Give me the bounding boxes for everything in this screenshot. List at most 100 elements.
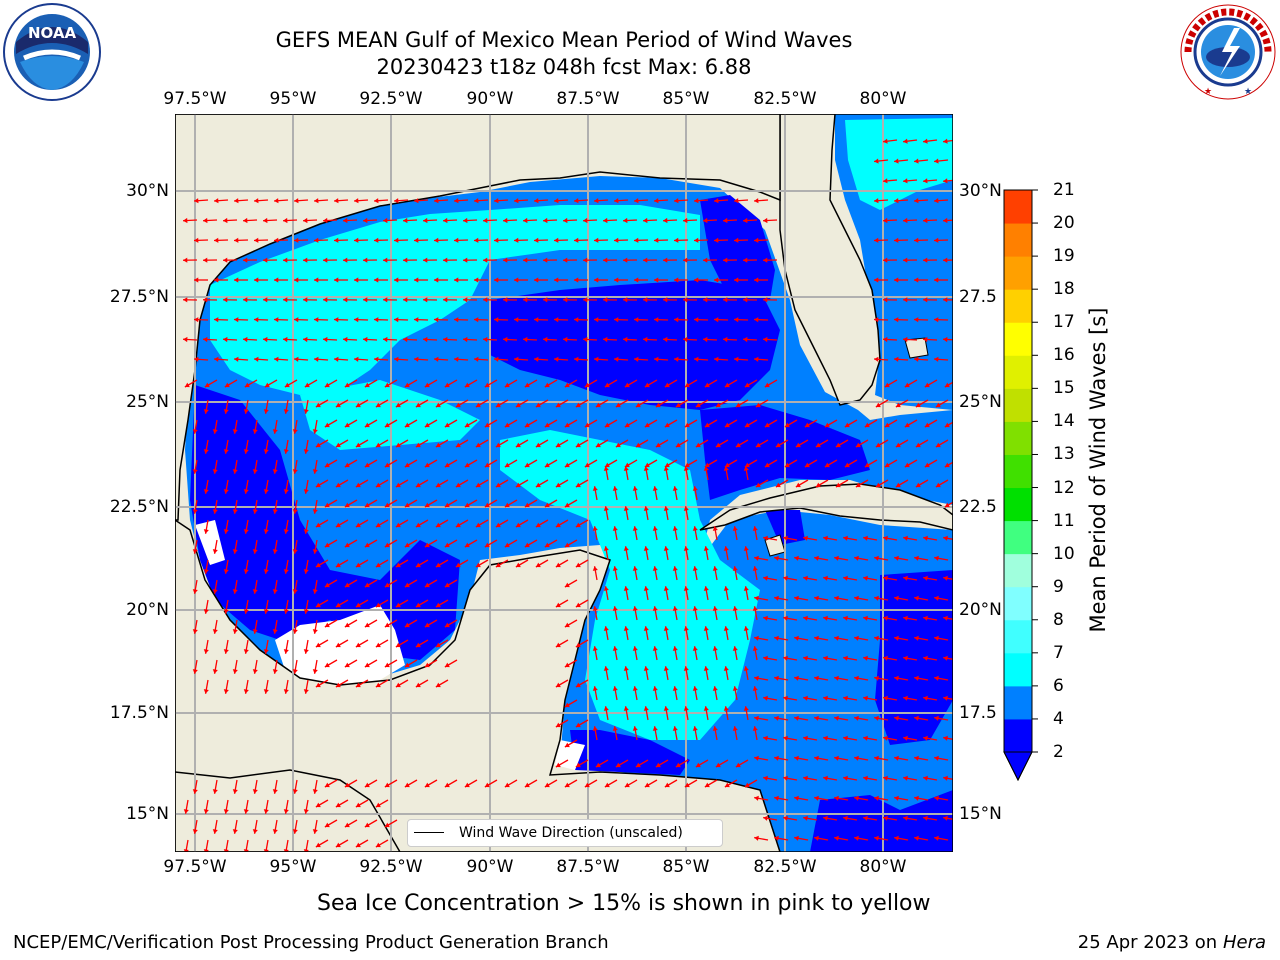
wind-wave-arrowhead (272, 429, 278, 434)
wind-wave-arrowhead (303, 257, 308, 263)
wind-wave-arrowhead (234, 198, 239, 204)
wind-wave-arrowhead (223, 649, 229, 654)
wind-wave-arrowhead (703, 297, 708, 303)
wind-wave-arrowhead (263, 569, 269, 574)
lon-tick-top: 92.5°W (359, 89, 423, 109)
wind-wave-arrowhead (515, 442, 521, 448)
wind-wave-arrowhead (555, 562, 561, 568)
wind-wave-arrowhead (623, 466, 629, 471)
colorbar-tick-label: 12 (1053, 477, 1075, 498)
wind-wave-arrowhead (192, 829, 198, 834)
wind-wave-arrowhead (203, 336, 208, 343)
wind-wave-arrowhead (355, 642, 361, 648)
wind-wave-arrowhead (423, 257, 428, 263)
wind-wave-arrowhead (794, 835, 799, 841)
svg-text:★: ★ (1204, 87, 1212, 97)
wind-wave-arrowhead (575, 682, 581, 688)
wind-wave-arrowhead (274, 356, 279, 362)
wind-wave-arrowhead (612, 526, 618, 531)
colorbar-tick-label: 16 (1053, 345, 1075, 366)
wind-wave-arrowhead (272, 669, 278, 674)
wind-wave-arrowhead (294, 237, 299, 243)
wind-wave-arrowhead (875, 482, 881, 488)
wind-wave-arrowhead (415, 442, 421, 448)
lon-tick-bottom: 80°W (859, 857, 907, 877)
wind-wave-arrowhead (524, 422, 530, 428)
wind-wave-arrowhead (692, 646, 698, 651)
wind-wave-arrowhead (592, 726, 598, 731)
wind-wave-arrowhead (803, 695, 808, 701)
wind-wave-arrowhead (403, 217, 408, 224)
wind-wave-arrowhead (494, 317, 499, 323)
wind-wave-arrowhead (354, 356, 359, 362)
wind-wave-arrowhead (363, 297, 368, 303)
wind-wave-arrowhead (854, 755, 859, 761)
wind-wave-arrowhead (292, 549, 298, 554)
wind-wave-arrowhead (555, 442, 561, 448)
wind-wave-arrowhead (623, 336, 628, 343)
wind-wave-arrowhead (474, 237, 479, 243)
wind-wave-arrowhead (903, 575, 908, 581)
wind-wave-arrowhead (303, 609, 309, 614)
colorbar-segment (1004, 256, 1032, 290)
wind-wave-arrowhead (564, 782, 570, 788)
wind-wave-arrowhead (684, 422, 690, 428)
wind-wave-arrowhead (883, 257, 888, 263)
wind-wave-arrowhead (604, 782, 610, 788)
lon-tick-bottom: 90°W (466, 857, 514, 877)
wind-wave-arrowhead (783, 735, 788, 741)
wind-wave-arrowhead (934, 795, 939, 801)
wind-wave-arrowhead (315, 522, 321, 528)
wind-wave-arrowhead (723, 586, 729, 591)
wind-wave-arrowhead (763, 257, 768, 263)
wind-wave-arrowhead (315, 602, 321, 608)
wind-wave-arrowhead (594, 277, 599, 283)
wind-wave-arrowhead (943, 655, 948, 661)
wind-wave-arrowhead (263, 217, 268, 224)
wind-wave-arrowhead (263, 809, 269, 814)
wind-wave-arrowhead (923, 178, 928, 184)
wind-wave-arrowhead (874, 835, 879, 841)
wind-wave-arrowhead (863, 575, 868, 581)
wind-wave-arrowhead (314, 198, 319, 204)
wind-wave-arrowhead (903, 535, 908, 541)
wind-wave-arrowhead (724, 462, 730, 468)
wind-wave-arrowhead (554, 317, 559, 323)
wind-wave-arrowhead (863, 735, 868, 741)
wind-wave-arrowhead (874, 356, 879, 362)
wind-wave-arrowhead (474, 356, 479, 362)
wind-wave-arrowhead (903, 217, 908, 224)
wind-wave-arrowhead (674, 317, 679, 323)
wind-wave-arrowhead (923, 575, 928, 581)
wind-wave-arrowhead (544, 462, 550, 468)
wind-wave-arrowhead (334, 356, 339, 362)
wind-wave-arrowhead (264, 382, 270, 388)
wind-wave-arrowhead (272, 469, 278, 474)
lat-tick-left: 30°N (126, 181, 169, 201)
wind-wave-arrowhead (243, 569, 249, 574)
wind-wave-arrowhead (214, 356, 219, 362)
wind-wave-arrowhead (775, 442, 781, 448)
wind-wave-arrowhead (763, 535, 768, 541)
colorbar-tick-label: 11 (1053, 510, 1075, 531)
wind-wave-arrowhead (754, 675, 759, 681)
wind-wave-arrowhead (394, 198, 399, 204)
wind-wave-arrowhead (934, 158, 939, 164)
chart-title: GEFS MEAN Gulf of Mexico Mean Period of … (275, 28, 853, 52)
wind-wave-arrowhead (564, 382, 570, 388)
wind-wave-arrowhead (703, 217, 708, 224)
wind-wave-arrowhead (643, 546, 649, 551)
colorbar-tick-label: 21 (1053, 180, 1075, 200)
wind-wave-arrowhead (743, 257, 748, 263)
lat-tick-right: 20°N (959, 600, 1002, 620)
wind-wave-arrowhead (692, 486, 698, 491)
wind-wave-arrowhead (324, 662, 330, 668)
wind-wave-arrowhead (604, 422, 610, 428)
wind-wave-arrowhead (223, 257, 228, 263)
wind-wave-arrowhead (375, 482, 381, 488)
wind-wave-arrowhead (783, 815, 788, 821)
wind-wave-arrowhead (483, 336, 488, 343)
wind-wave-arrowhead (575, 522, 581, 528)
wind-wave-arrowhead (875, 402, 881, 408)
wind-wave-arrowhead (763, 815, 768, 821)
